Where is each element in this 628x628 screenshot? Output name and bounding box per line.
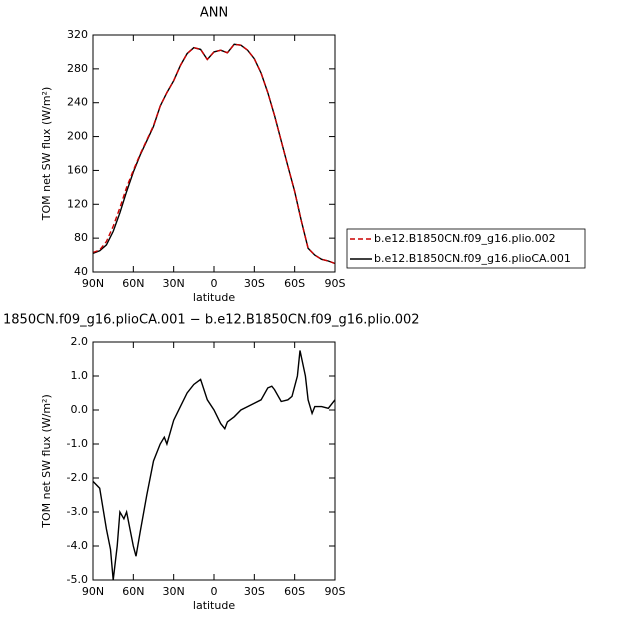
y-tick-label: 280 (67, 62, 88, 75)
y-tick-label: 320 (67, 28, 88, 41)
x-tick-label: 30N (163, 277, 185, 290)
x-axis-label: latitude (193, 291, 235, 304)
x-tick-label: 90N (82, 277, 104, 290)
chart-title: ANN (200, 6, 228, 21)
y-tick-label: 0.0 (71, 403, 89, 416)
y-tick-label: -1.0 (67, 437, 88, 450)
x-axis-label: latitude (193, 599, 235, 612)
y-tick-label: 240 (67, 96, 88, 109)
plot-frame (92, 341, 336, 581)
y-axis-label: TOM net SW flux (W/m²) (40, 87, 53, 221)
legend-label: b.e12.B1850CN.f09_g16.plioCA.001 (374, 252, 571, 265)
x-tick-label: 0 (211, 585, 218, 598)
y-tick-label: -4.0 (67, 539, 88, 552)
x-tick-label: 30N (163, 585, 185, 598)
x-tick-label: 60N (122, 277, 144, 290)
chart-title: 1850CN.f09_g16.plioCA.001 − b.e12.B1850C… (3, 313, 420, 328)
x-tick-label: 90S (325, 277, 346, 290)
y-tick-label: 200 (67, 130, 88, 143)
data-line (92, 350, 336, 581)
x-tick-label: 60S (284, 277, 305, 290)
x-tick-label: 60N (122, 585, 144, 598)
x-tick-label: 90S (325, 585, 346, 598)
x-tick-label: 30S (244, 277, 265, 290)
data-line (92, 43, 336, 265)
plot-frame (92, 34, 336, 273)
y-tick-label: -2.0 (67, 471, 88, 484)
y-tick-label: 80 (74, 231, 88, 244)
y-tick-label: 120 (67, 197, 88, 210)
x-tick-label: 60S (284, 585, 305, 598)
y-tick-label: -5.0 (67, 573, 88, 586)
y-tick-label: 40 (74, 265, 88, 278)
x-tick-label: 90N (82, 585, 104, 598)
x-tick-label: 30S (244, 585, 265, 598)
y-tick-label: -3.0 (67, 505, 88, 518)
data-line (92, 43, 336, 265)
y-tick-label: 160 (67, 163, 88, 176)
y-tick-label: 2.0 (71, 335, 89, 348)
x-tick-label: 0 (211, 277, 218, 290)
y-tick-label: 1.0 (71, 369, 89, 382)
legend-label: b.e12.B1850CN.f09_g16.plio.002 (374, 232, 556, 245)
y-axis-label: TOM net SW flux (W/m²) (40, 394, 53, 528)
legend-box (346, 228, 586, 269)
